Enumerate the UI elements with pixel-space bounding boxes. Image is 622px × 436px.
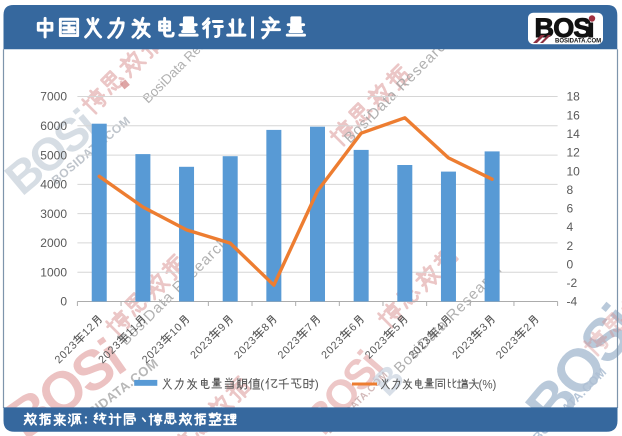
svg-text:-4: -4 <box>567 295 578 309</box>
svg-text:10: 10 <box>567 164 581 178</box>
svg-text:(: ( <box>260 377 264 391</box>
svg-text:(%): (%) <box>479 380 497 392</box>
svg-text:12: 12 <box>567 146 581 160</box>
svg-text:4000: 4000 <box>40 178 67 192</box>
svg-text:4: 4 <box>567 220 574 234</box>
svg-text:BOS: BOS <box>535 13 591 43</box>
svg-text:7000: 7000 <box>40 90 67 104</box>
svg-text:18: 18 <box>567 90 581 104</box>
svg-text:0: 0 <box>60 295 67 309</box>
svg-text:3000: 3000 <box>40 207 67 221</box>
svg-text:5000: 5000 <box>40 148 67 162</box>
svg-text:2: 2 <box>567 239 574 253</box>
svg-text:6: 6 <box>567 202 574 216</box>
svg-text:1000: 1000 <box>40 265 67 279</box>
svg-text:6000: 6000 <box>40 119 67 133</box>
svg-text:-2: -2 <box>567 276 578 290</box>
svg-text:2000: 2000 <box>40 236 67 250</box>
svg-text:): ) <box>315 377 319 391</box>
svg-text:0: 0 <box>567 257 574 271</box>
svg-text:BOSIDATA.COM: BOSIDATA.COM <box>555 39 601 45</box>
svg-text:16: 16 <box>567 108 581 122</box>
svg-text::: : <box>84 412 89 427</box>
svg-text:14: 14 <box>567 127 581 141</box>
svg-text:8: 8 <box>567 183 574 197</box>
svg-text:ı: ı <box>587 13 595 43</box>
